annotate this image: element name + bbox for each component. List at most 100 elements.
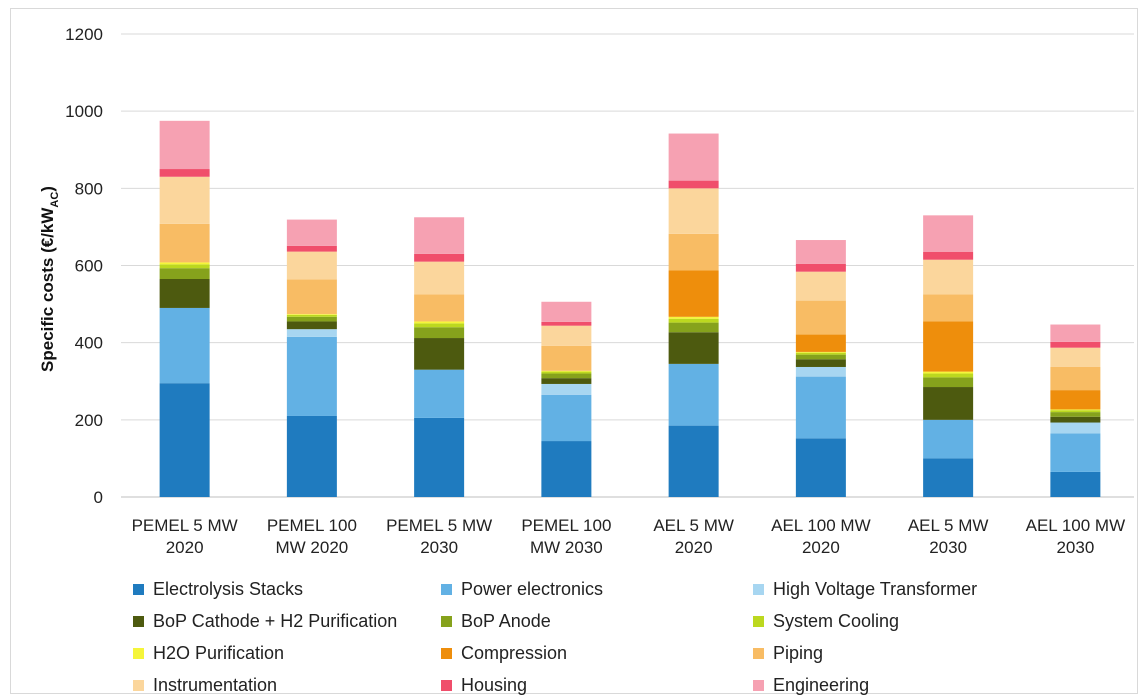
bar-segment bbox=[286, 245, 337, 252]
bar-segment bbox=[668, 322, 719, 333]
y-tick-label: 600 bbox=[75, 257, 103, 276]
bar-segment bbox=[795, 376, 846, 439]
x-tick-label: PEMEL 5 MW 2020 bbox=[132, 516, 238, 557]
legend-label: High Voltage Transformer bbox=[773, 578, 978, 599]
bar-segment bbox=[668, 425, 719, 497]
bar-segment bbox=[923, 215, 974, 252]
y-tick-label: 1200 bbox=[65, 25, 103, 44]
bar-segment bbox=[923, 321, 974, 372]
bar-segment bbox=[1050, 412, 1101, 417]
bar-segment bbox=[541, 373, 592, 379]
bar-segment bbox=[414, 338, 465, 370]
bar-segment bbox=[541, 301, 592, 322]
bar-segment bbox=[1050, 324, 1101, 342]
bar-segment bbox=[414, 261, 465, 295]
bar-segment bbox=[541, 371, 592, 374]
legend-swatch bbox=[753, 615, 764, 627]
bar-segment bbox=[795, 352, 846, 355]
bar-segment bbox=[414, 323, 465, 328]
legend-swatch bbox=[441, 679, 452, 691]
bars bbox=[159, 120, 1101, 497]
x-tick-label: AEL 5 MW 2030 bbox=[908, 516, 989, 557]
legend-item: Housing bbox=[441, 672, 527, 698]
legend-item: System Cooling bbox=[753, 608, 899, 634]
legend-label: Power electronics bbox=[461, 578, 604, 599]
bar-segment bbox=[159, 383, 210, 497]
bar-segment bbox=[286, 314, 337, 315]
bar-segment bbox=[1050, 410, 1101, 413]
legend-swatch bbox=[133, 647, 144, 659]
bar-segment bbox=[1050, 433, 1101, 472]
legend-label: Electrolysis Stacks bbox=[153, 578, 304, 599]
x-tick-label: PEMEL 100 MW 2030 bbox=[521, 516, 611, 557]
y-tick-label: 800 bbox=[75, 179, 103, 198]
bar-segment bbox=[668, 188, 719, 234]
bar-segment bbox=[414, 321, 465, 324]
bar-segment bbox=[1050, 471, 1101, 497]
bar-segment bbox=[668, 133, 719, 181]
bar-segment bbox=[414, 327, 465, 339]
legend-label: BoP Anode bbox=[461, 610, 551, 631]
bar-segment bbox=[795, 351, 846, 353]
legend-label: H2O Purification bbox=[153, 642, 285, 663]
bar-segment bbox=[286, 279, 337, 315]
legend-swatch bbox=[133, 615, 144, 627]
x-tick-label: PEMEL 5 MW 2030 bbox=[386, 516, 492, 557]
legend-swatch bbox=[441, 615, 452, 627]
axes: 0 200 400 600 800 1000 1200 PEMEL 5 MW 2020 PEMEL… bbox=[65, 25, 1125, 557]
bar-segment bbox=[286, 329, 337, 337]
bar-segment bbox=[541, 394, 592, 442]
bar-segment bbox=[286, 219, 337, 246]
bar-segment bbox=[668, 332, 719, 364]
bar-segment bbox=[795, 366, 846, 377]
legend-label: Housing bbox=[461, 674, 528, 695]
bar-segment bbox=[159, 169, 210, 177]
legend-item: Instrumentation bbox=[133, 672, 277, 698]
bar-segment bbox=[541, 383, 592, 395]
bar-segment bbox=[286, 415, 337, 497]
legend-swatch bbox=[753, 647, 764, 659]
bar-segment bbox=[668, 316, 719, 319]
bar-segment bbox=[414, 294, 465, 322]
bar-segment bbox=[159, 223, 210, 263]
bar-segment bbox=[1050, 409, 1101, 411]
legend-swatch bbox=[441, 647, 452, 659]
bar-segment bbox=[668, 270, 719, 317]
bar-segment bbox=[1050, 341, 1101, 348]
bar-segment bbox=[923, 377, 974, 388]
bar-segment bbox=[795, 263, 846, 272]
bar-segment bbox=[1050, 416, 1101, 423]
legend-label: Compression bbox=[461, 642, 568, 663]
bar-segment bbox=[286, 321, 337, 330]
bar-segment bbox=[668, 318, 719, 323]
legend-item: Electrolysis Stacks bbox=[133, 576, 303, 602]
bar-segment bbox=[795, 271, 846, 301]
legend-item: Compression bbox=[441, 640, 567, 666]
legend-label: Engineering bbox=[773, 674, 870, 695]
bar-segment bbox=[159, 307, 210, 384]
y-axis-label: Specific costs (€/kWAC) bbox=[38, 186, 61, 372]
bar-segment bbox=[668, 233, 719, 271]
legend-item: High Voltage Transformer bbox=[753, 576, 977, 602]
bar-segment bbox=[795, 359, 846, 367]
bar-segment bbox=[923, 371, 974, 374]
bar-segment bbox=[923, 458, 974, 497]
legend-label: Instrumentation bbox=[153, 674, 278, 695]
legend-label: System Cooling bbox=[773, 610, 900, 631]
x-tick-label: PEMEL 100 MW 2020 bbox=[267, 516, 357, 557]
legend-item: BoP Anode bbox=[441, 608, 551, 634]
bar-segment bbox=[159, 279, 210, 308]
bar-segment bbox=[541, 321, 592, 326]
y-tick-label: 1000 bbox=[65, 102, 103, 121]
legend-label: BoP Cathode + H2 Purification bbox=[153, 610, 398, 631]
legend-item: Engineering bbox=[753, 672, 869, 698]
bar-segment bbox=[923, 259, 974, 295]
y-tick-label: 200 bbox=[75, 411, 103, 430]
bar-segment bbox=[541, 441, 592, 497]
gridlines bbox=[121, 33, 1134, 498]
legend-swatch bbox=[753, 583, 764, 595]
x-tick-label: AEL 100 MW 2030 bbox=[1026, 516, 1126, 557]
x-tick-label: AEL 5 MW 2020 bbox=[653, 516, 734, 557]
stacked-bar-chart: 0 200 400 600 800 1000 1200 PEMEL 5 MW 2020 PEMEL… bbox=[38, 25, 1134, 557]
bar-segment bbox=[541, 378, 592, 384]
